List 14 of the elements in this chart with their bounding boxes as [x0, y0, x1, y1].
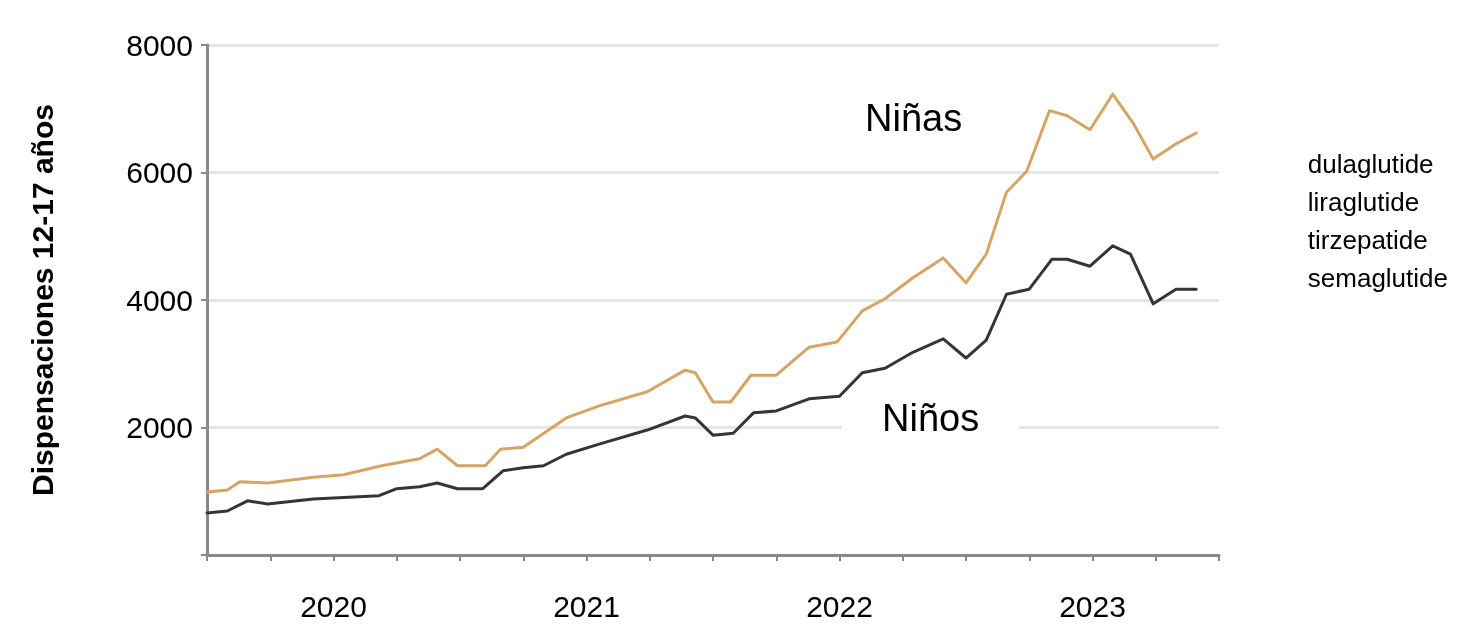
text: dulaglutide liraglutide tirzepatide semaglutide: [1307, 149, 1449, 293]
x-tick-label: 2021: [553, 589, 620, 623]
x-tick-label: 2022: [806, 589, 873, 623]
line-series: [205, 244, 1198, 515]
y-tick-label: 6000: [126, 156, 193, 189]
y-axis-title: Dispensaciones 12-17 años: [25, 104, 59, 496]
x-tick-label: 2020: [300, 589, 367, 623]
y-tick-label: 8000: [126, 28, 193, 62]
series-label: Niñas: [865, 97, 963, 139]
x-tick-label: 2023: [1059, 589, 1126, 623]
line-series: [205, 92, 1198, 494]
y-tick-label: 2000: [126, 411, 193, 444]
y-tick-label: 4000: [126, 283, 193, 317]
series-label: Niños: [882, 397, 980, 439]
